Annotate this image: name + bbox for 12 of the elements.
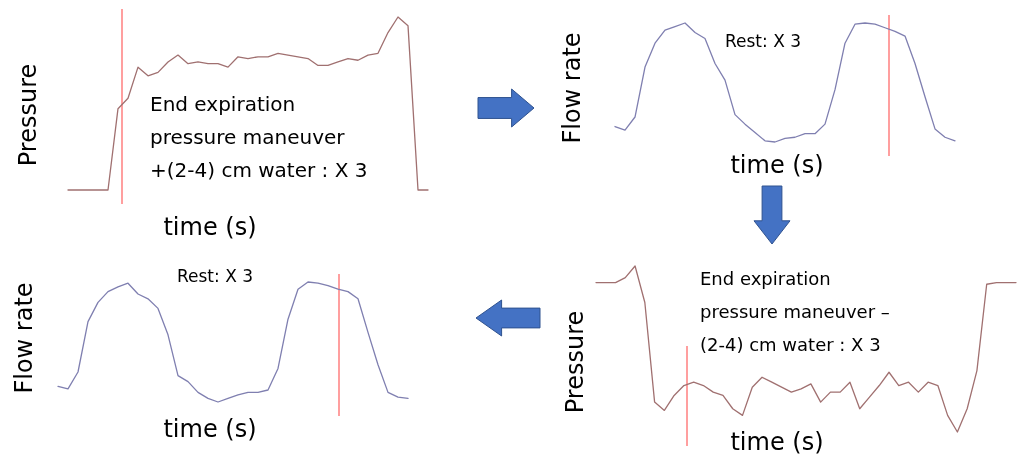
annotation: End expiration pressure maneuver +(2-4) cm water : X 3 (150, 92, 368, 182)
annotation: End expiration pressure maneuver – (2-4) cm water : X 3 (700, 268, 890, 355)
x-axis-title: time (s) (163, 213, 257, 241)
y-axis-title: Flow rate (10, 282, 38, 394)
annotation: Rest: X 3 (724, 31, 802, 51)
x-axis-title: time (s) (163, 415, 257, 443)
annotation: Rest: X 3 (176, 266, 254, 286)
x-axis-title: time (s) (730, 151, 824, 179)
y-axis-title: Flow rate (558, 32, 586, 144)
y-axis-title: Pressure (14, 63, 42, 167)
y-axis-title: Pressure (561, 310, 589, 414)
x-axis-title: time (s) (730, 428, 824, 456)
